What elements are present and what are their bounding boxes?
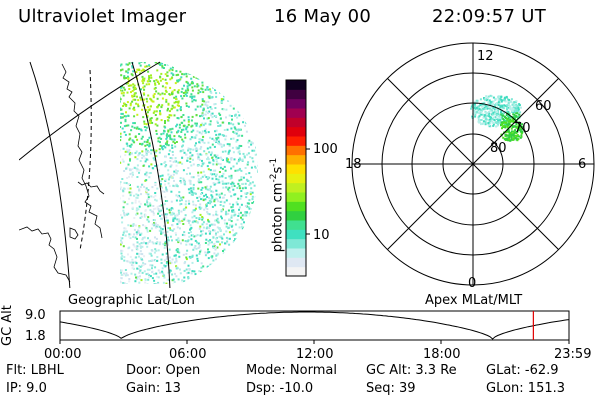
coastline (19, 226, 71, 283)
altitude-ytick-top: 9.0 (25, 308, 46, 323)
glon-info: GLon: 151.3 (486, 381, 566, 396)
observation-time: 22:09:57 UT (432, 6, 547, 27)
colorbar-tick-100: 100 (313, 142, 338, 157)
time-tick: 12:00 (296, 347, 333, 362)
colorbar-band (286, 136, 306, 146)
latitude-line (19, 61, 161, 161)
colorbar-band (286, 229, 306, 240)
geographic-caption: Geographic Lat/Lon (68, 293, 195, 308)
colorbar-band (286, 266, 306, 277)
observation-date: 16 May 00 (274, 6, 372, 27)
coastline (61, 63, 103, 239)
coastline (77, 181, 105, 195)
colorbar-band (286, 145, 306, 156)
door-info: Door: Open (126, 363, 201, 378)
colorbar-band (286, 248, 306, 258)
gc-alt-info: GC Alt: 3.3 Re (366, 363, 457, 378)
terminator-dashed (79, 69, 92, 251)
gain-info: Gain: 13 (126, 381, 181, 396)
colorbar: 100 10 (285, 79, 338, 277)
altitude-ytick-bottom: 1.8 (25, 329, 46, 344)
ip-info: IP: 9.0 (6, 381, 47, 396)
polar-plot: 12 18 6 0 60 70 80 (345, 42, 595, 291)
time-tick: 23:59 (554, 347, 591, 362)
altitude-plot: GC Alt 9.0 1.8 00:00 06:00 12:00 18:00 2… (0, 305, 591, 362)
colorbar-band (286, 108, 306, 118)
polar-caption: Apex MLat/MLT (425, 293, 522, 308)
longitude-line (29, 61, 71, 288)
mlat-label-70: 70 (514, 121, 531, 136)
time-tick: 00:00 (44, 347, 81, 362)
polar-emission (470, 94, 524, 142)
mlt-diagonal (387, 78, 559, 250)
colorbar-band (286, 220, 306, 230)
dsp-info: Dsp: -10.0 (246, 381, 314, 396)
colorbar-band (286, 257, 306, 268)
colorbar-band (286, 182, 306, 193)
colorbar-band (286, 210, 306, 221)
mlat-label-60: 60 (535, 99, 552, 114)
mlat-label-80: 80 (490, 141, 507, 156)
coastline (69, 227, 79, 240)
filter-info: Flt: LBHL (6, 363, 64, 378)
colorbar-band (286, 173, 306, 184)
time-tick: 06:00 (169, 347, 206, 362)
mlt-label-18: 18 (345, 157, 362, 172)
colorbar-band (286, 98, 306, 109)
geographic-image (19, 61, 258, 288)
colorbar-band (286, 164, 306, 174)
colorbar-band (286, 117, 306, 128)
colorbar-band (286, 201, 306, 212)
longitude-line (131, 61, 171, 288)
altitude-ylabel: GC Alt (0, 305, 15, 346)
altitude-frame (59, 310, 570, 341)
altitude-curve (59, 311, 570, 340)
glat-info: GLat: -62.9 (486, 363, 559, 378)
colorbar-tick-10: 10 (313, 228, 330, 243)
mlt-label-6: 6 (578, 157, 586, 172)
time-tick: 18:00 (423, 347, 460, 362)
colorbar-band (286, 192, 306, 202)
colorbar-band (286, 154, 306, 165)
image-title: Ultraviolet Imager (18, 6, 187, 27)
colorbar-band (286, 80, 306, 90)
colorbar-band (286, 238, 306, 249)
mode-info: Mode: Normal (246, 363, 337, 378)
colorbar-unit-label: photon cm-2s-1 (269, 157, 286, 253)
mlt-label-12: 12 (477, 49, 494, 64)
uv-emission-speckle (120, 62, 258, 284)
seq-info: Seq: 39 (366, 381, 416, 396)
colorbar-band (286, 89, 306, 100)
colorbar-band (286, 126, 306, 137)
mlt-label-0: 0 (468, 276, 476, 291)
